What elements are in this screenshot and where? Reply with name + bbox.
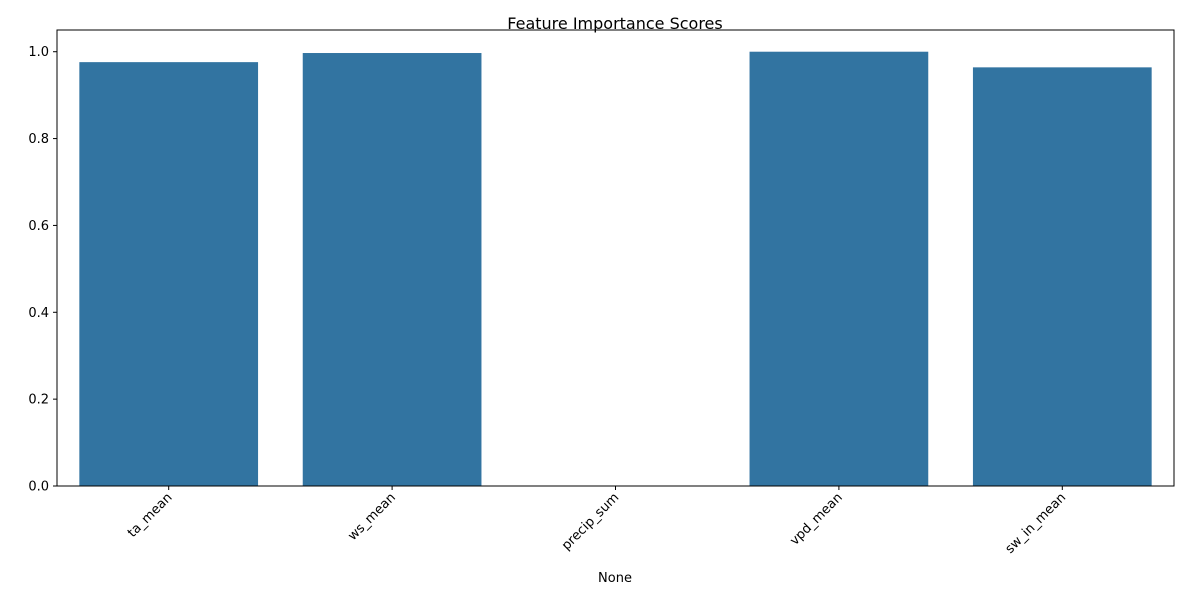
x-tick-label: ta_mean (125, 490, 176, 541)
x-tick-label: precip_sum (559, 490, 622, 553)
bars-group (79, 51, 1152, 487)
y-tick-label: 0.8 (28, 132, 49, 147)
plot-frame (56, 29, 1175, 487)
y-tick-label: 1.0 (28, 45, 49, 60)
y-tick-label: 0.2 (28, 393, 49, 408)
y-tick-label: 0.4 (28, 306, 49, 321)
x-tick-label: ws_mean (345, 490, 399, 544)
x-axis-label: None (598, 571, 632, 586)
x-tick-label: sw_in_mean (1003, 490, 1070, 557)
y-axis-ticks: 0.0 0.2 0.4 0.6 0.8 1.0 (28, 45, 57, 495)
bar-ta_mean (79, 62, 259, 486)
x-axis-ticks: ta_mean ws_mean precip_sum vpd_mean sw_in_me… (125, 486, 1069, 557)
bar-vpd_mean (749, 51, 929, 487)
chart-title: Feature Importance Scores (507, 14, 722, 33)
y-tick-label: 0.6 (28, 219, 49, 234)
bar-ws_mean (302, 53, 482, 487)
bar-sw_in_mean (972, 67, 1152, 486)
x-tick-label: vpd_mean (787, 490, 845, 548)
y-tick-label: 0.0 (28, 480, 49, 495)
